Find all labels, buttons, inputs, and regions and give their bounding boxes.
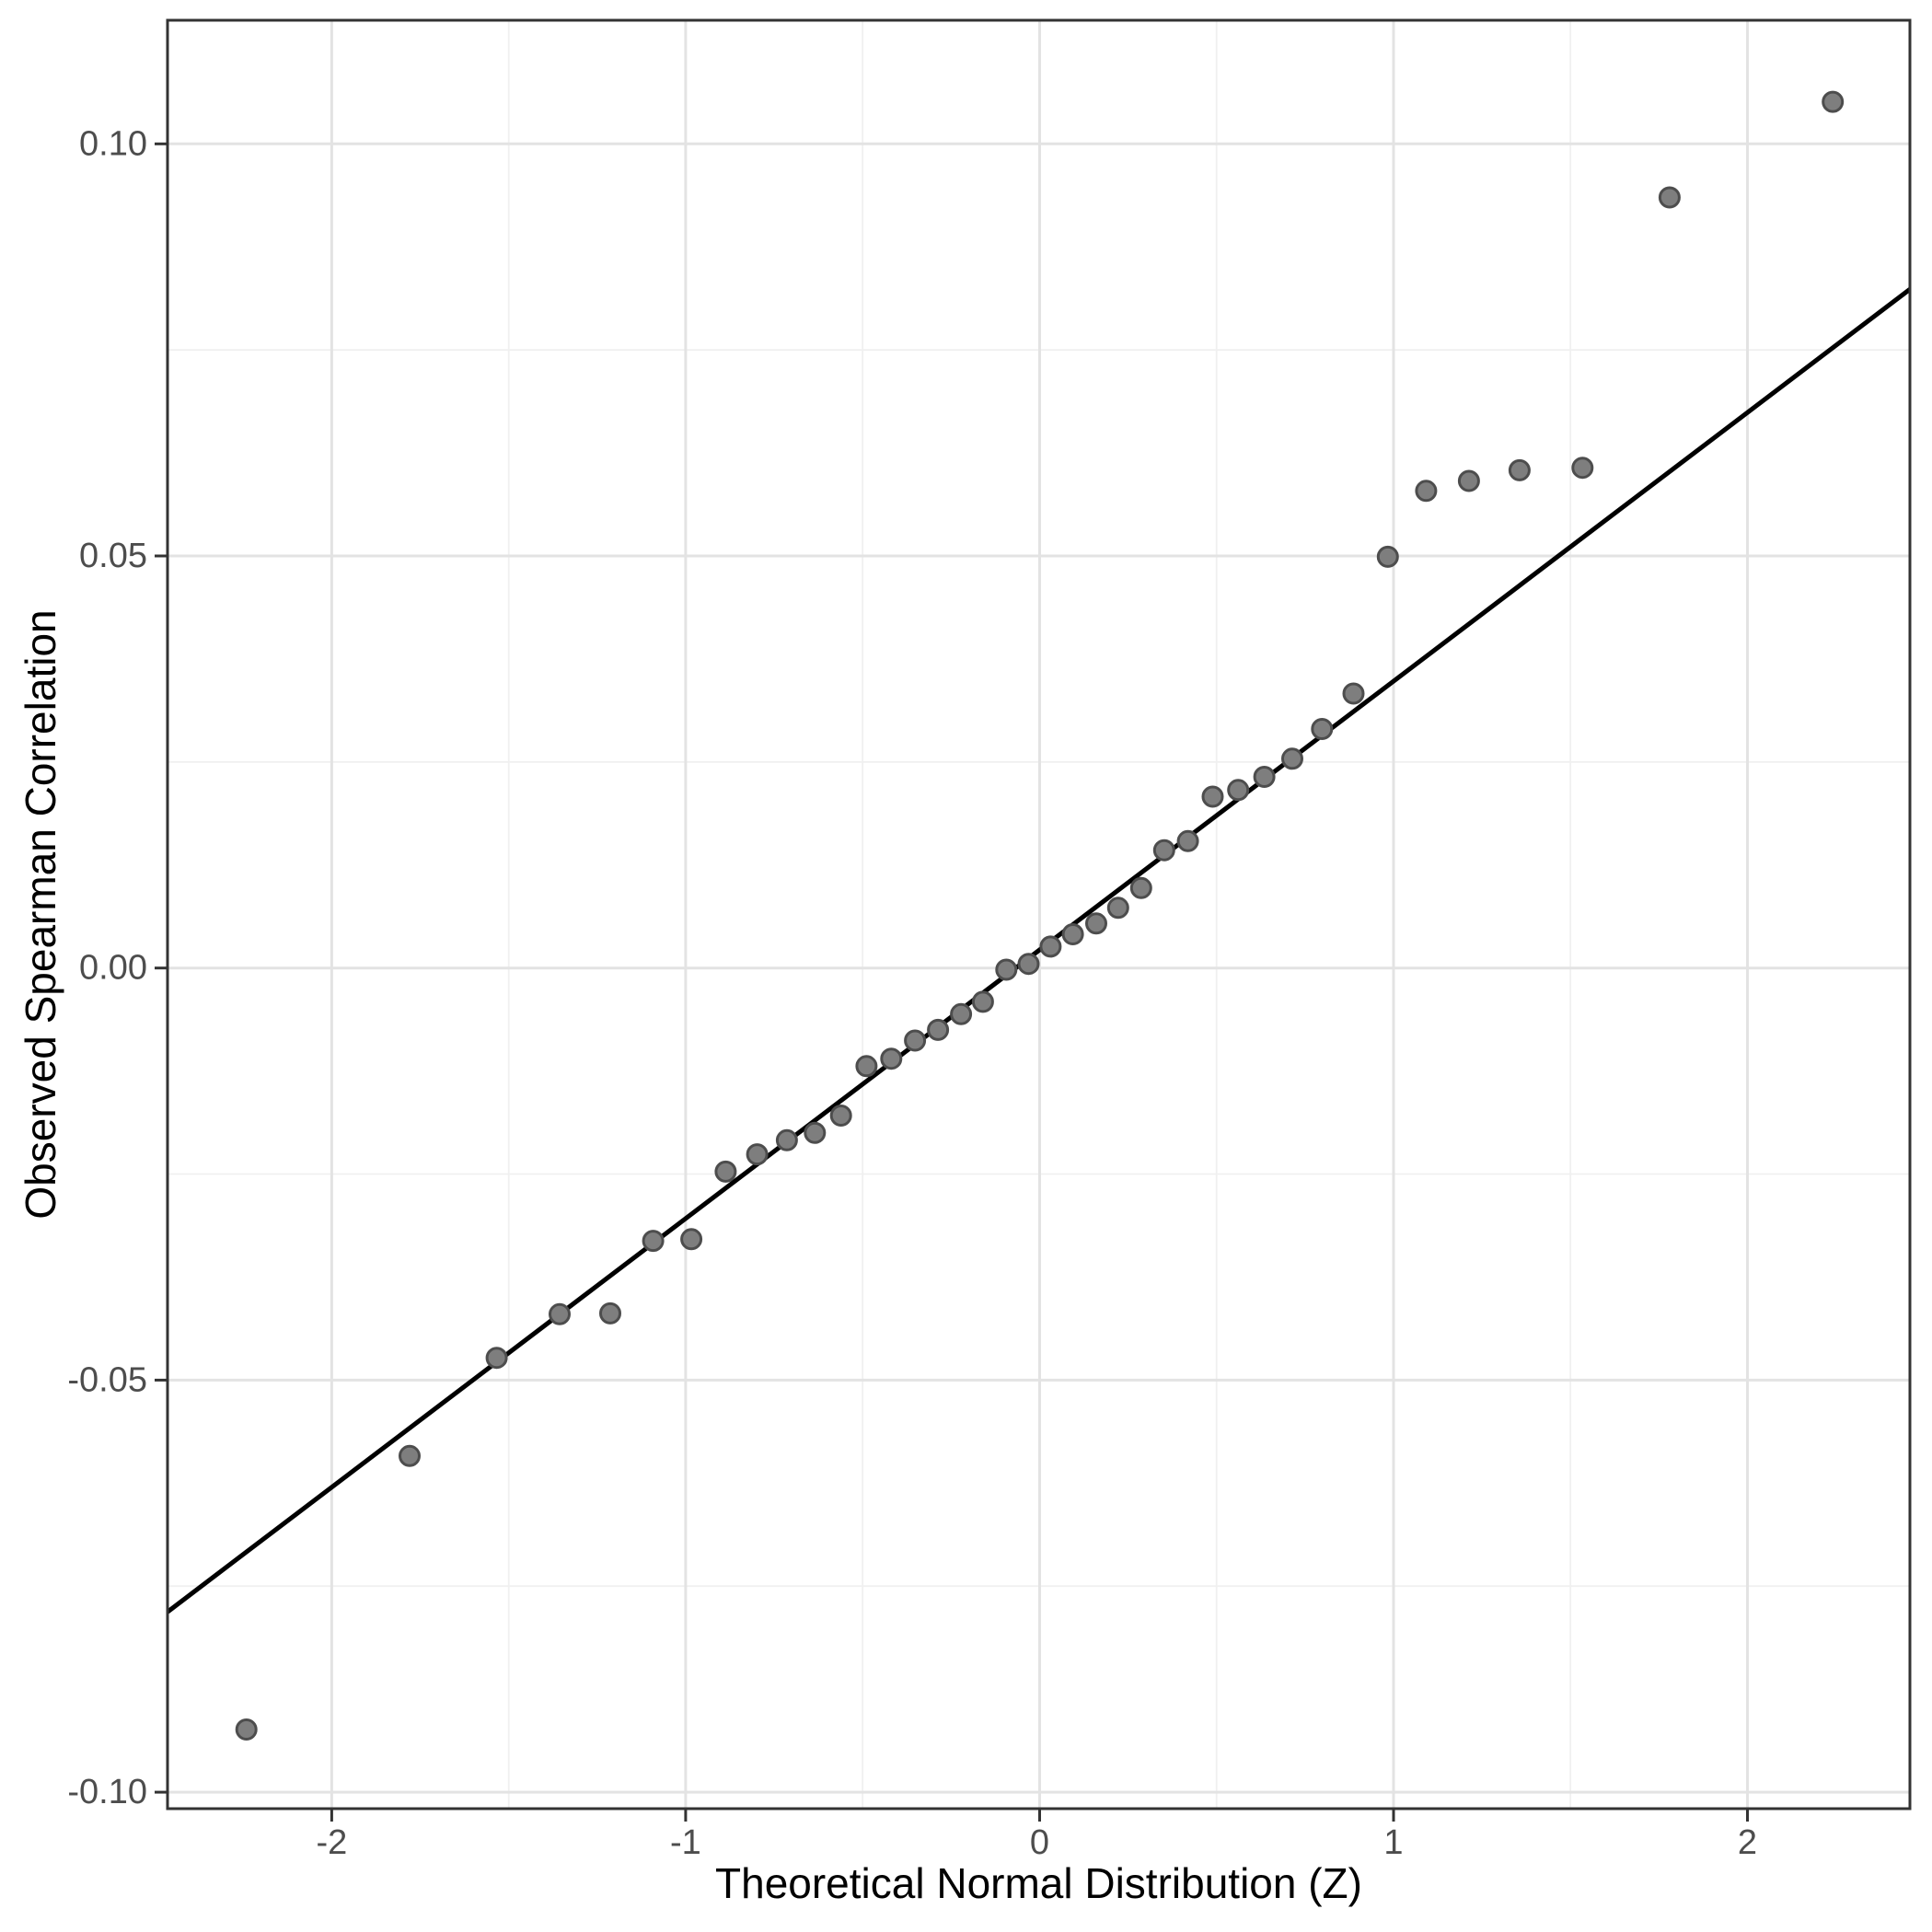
x-axis-title: Theoretical Normal Distribution (Z)	[715, 1859, 1362, 1907]
qq-reference-line	[166, 287, 1912, 1614]
data-point	[1039, 935, 1062, 958]
data-point	[642, 1230, 665, 1253]
data-point	[829, 1105, 852, 1127]
data-point	[1227, 779, 1250, 802]
data-point	[855, 1055, 878, 1078]
data-point	[1376, 545, 1399, 568]
data-point	[1176, 829, 1199, 852]
x-tick-label: -1	[670, 1823, 701, 1862]
data-point	[680, 1228, 703, 1251]
data-point	[485, 1347, 508, 1370]
data-point	[1152, 839, 1175, 862]
data-point	[775, 1128, 798, 1151]
x-tick-label: 0	[1030, 1823, 1049, 1862]
data-point	[1253, 766, 1276, 788]
axis-tick-labels: -2 -1 0 1 2 -0.10 -0.05 0.00 0.05 0.10	[67, 124, 1757, 1862]
data-point	[1508, 458, 1531, 481]
data-point	[1061, 923, 1084, 945]
data-point	[1085, 912, 1107, 935]
data-point	[1658, 186, 1681, 209]
data-point	[1201, 785, 1224, 808]
y-tick-label: 0.05	[79, 537, 147, 575]
data-point	[1129, 876, 1152, 899]
data-point	[1311, 718, 1334, 740]
data-point	[714, 1160, 737, 1183]
x-tick-label: -2	[317, 1823, 348, 1862]
data-point	[950, 1002, 973, 1025]
data-point	[1822, 90, 1845, 113]
x-tick-label: 2	[1738, 1823, 1757, 1862]
data-point	[904, 1029, 927, 1052]
axis-tick-marks	[155, 142, 1749, 1822]
data-point	[995, 958, 1018, 981]
major-gridlines	[168, 20, 1910, 1809]
data-points	[235, 90, 1845, 1741]
data-point	[1281, 747, 1303, 770]
data-point	[1415, 480, 1438, 503]
data-point	[549, 1302, 571, 1325]
data-point	[1342, 682, 1365, 705]
data-point	[235, 1718, 258, 1741]
data-point	[1457, 469, 1480, 492]
data-point	[1571, 457, 1594, 480]
x-tick-label: 1	[1383, 1823, 1403, 1862]
y-tick-label: 0.10	[79, 124, 147, 163]
data-point	[1106, 897, 1129, 920]
data-point	[971, 990, 994, 1013]
y-axis-title: Observed Spearman Correlation	[17, 609, 64, 1219]
data-point	[880, 1047, 903, 1070]
data-point	[746, 1143, 769, 1166]
reference-line-layer	[166, 287, 1912, 1614]
data-point	[927, 1018, 950, 1041]
y-tick-label: -0.05	[67, 1360, 147, 1399]
data-point	[599, 1301, 621, 1325]
data-point	[804, 1121, 827, 1144]
y-tick-label: -0.10	[67, 1773, 147, 1811]
data-point	[399, 1444, 421, 1467]
data-point	[1017, 953, 1040, 976]
y-tick-label: 0.00	[79, 949, 147, 988]
